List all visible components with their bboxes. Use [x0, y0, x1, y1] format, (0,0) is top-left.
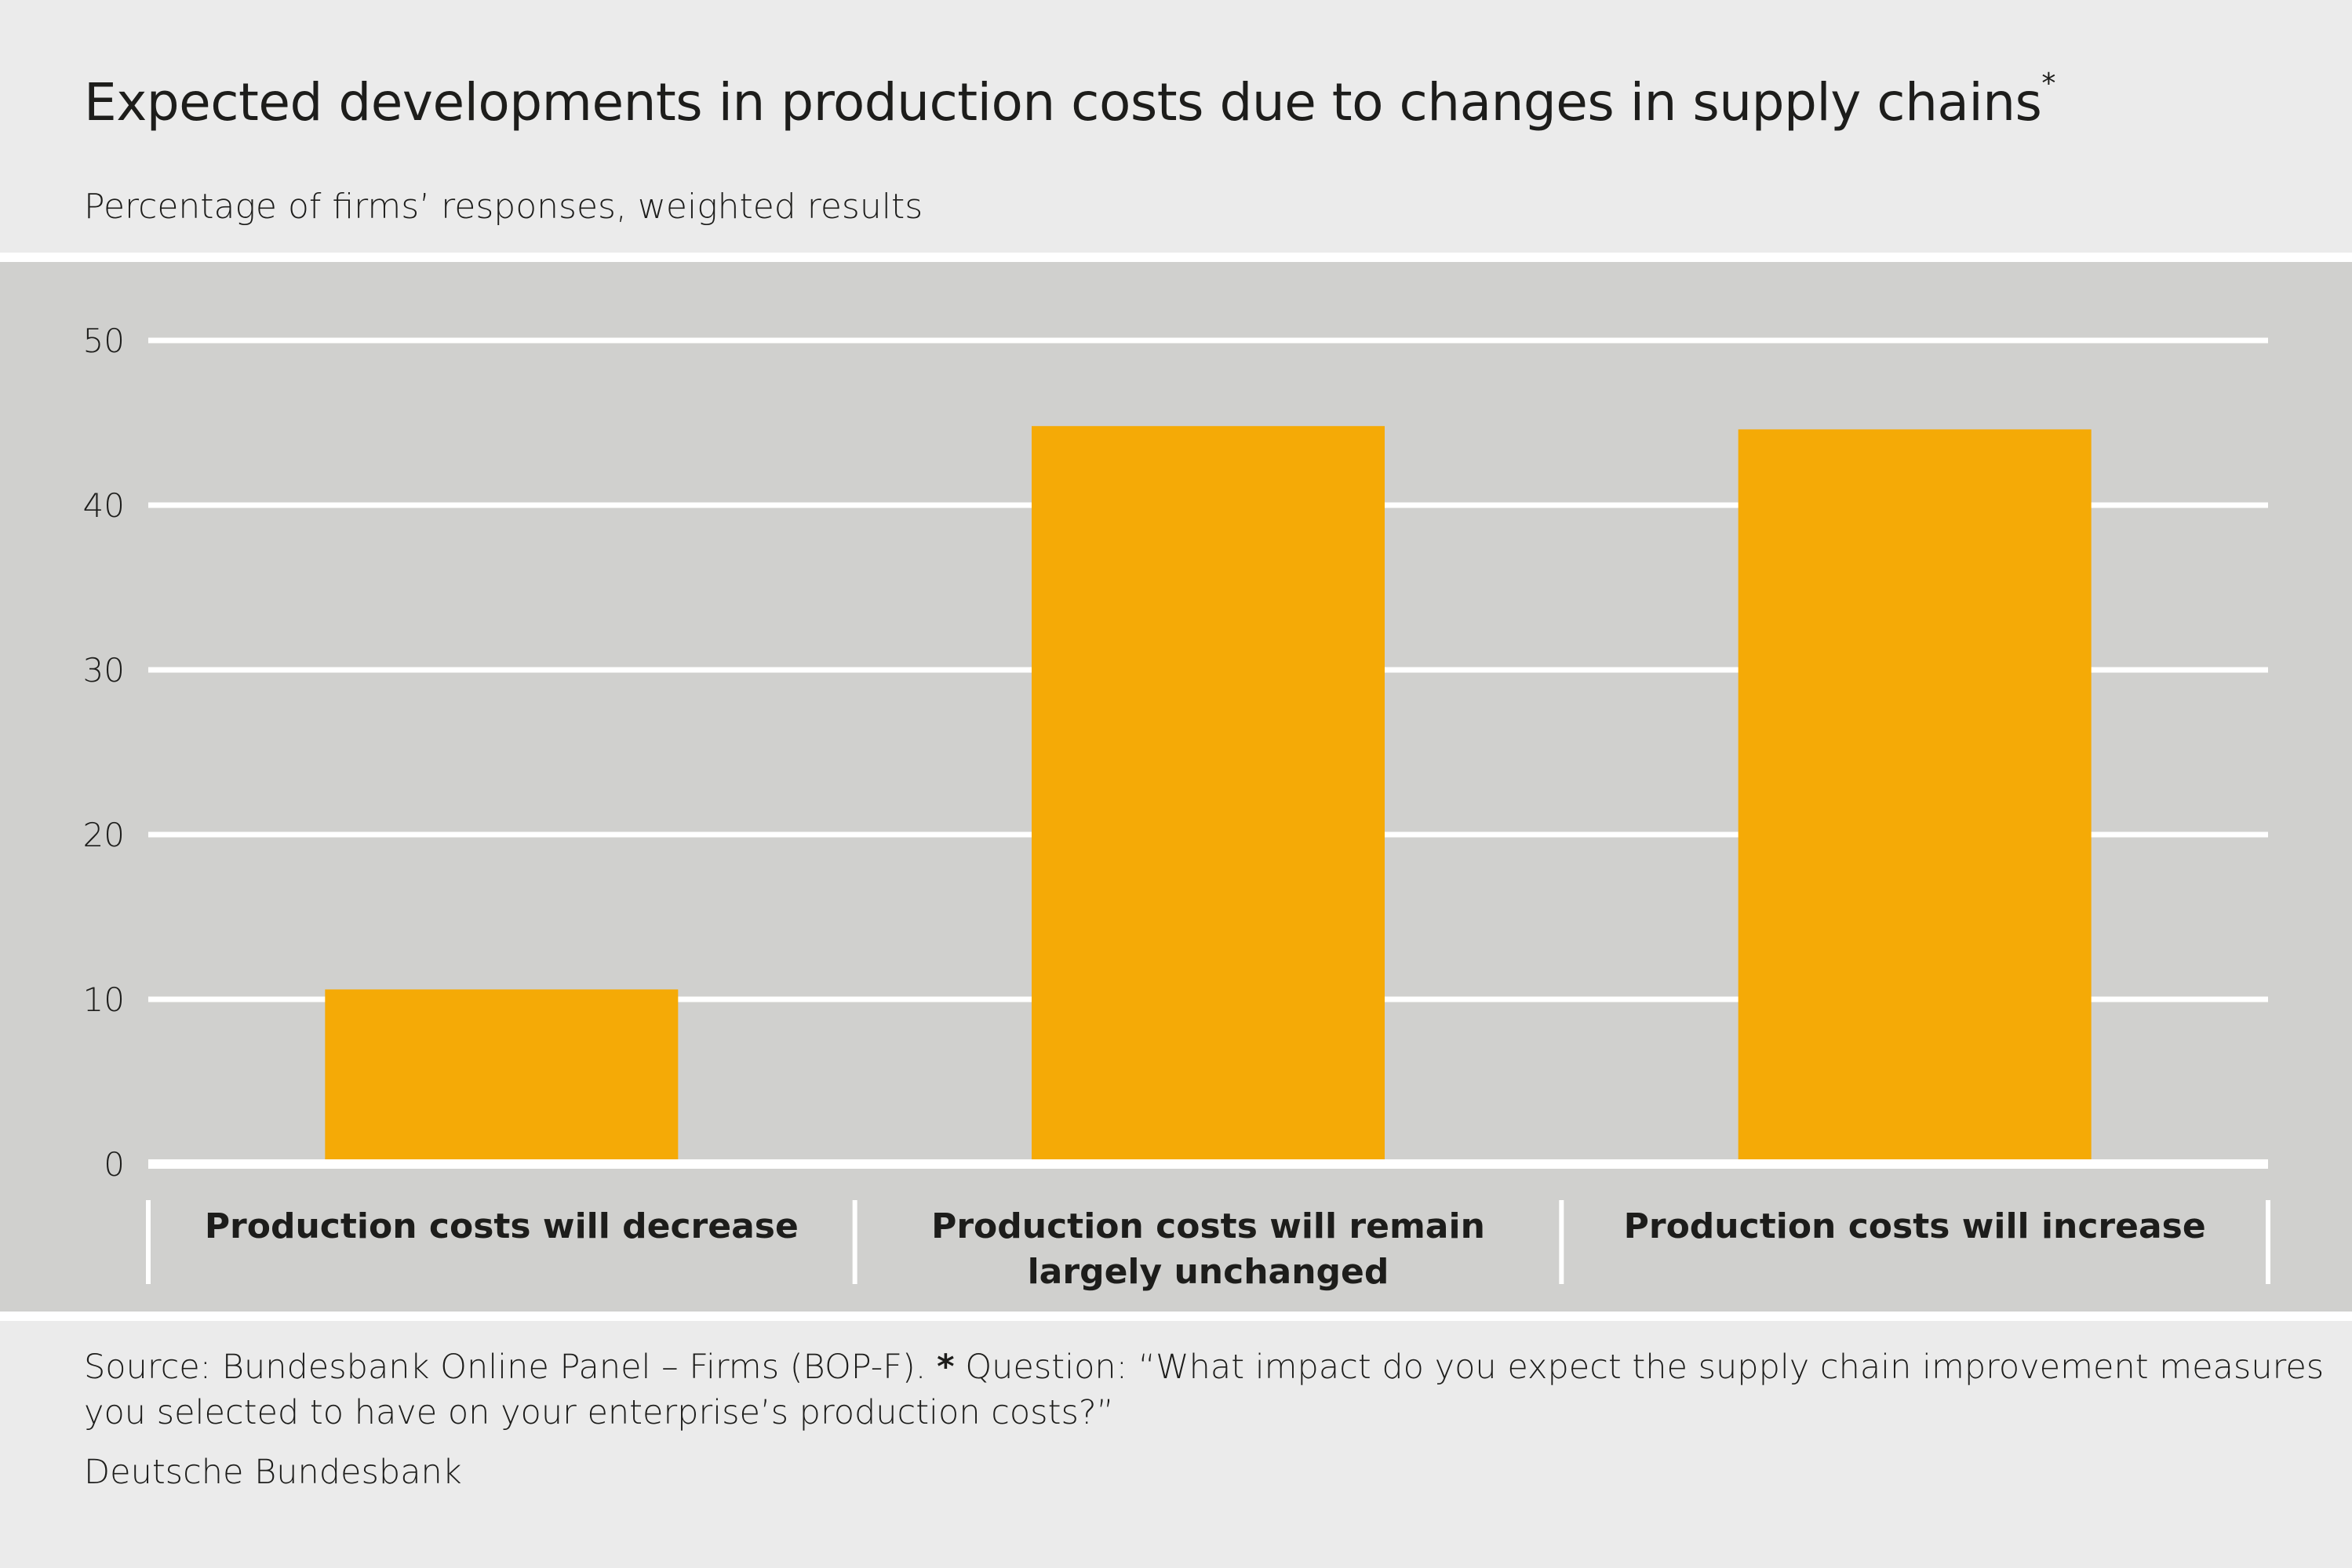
source-line-1: Source: Bundesbank Online Panel – Firms …: [84, 1344, 2324, 1390]
y-tick-label: 50: [83, 322, 125, 360]
category-label: Production costs will remain: [931, 1206, 1485, 1246]
question-text-1: Question: “What impact do you expect the…: [965, 1348, 2325, 1387]
chart-title: Expected developments in production cost…: [84, 67, 2055, 133]
category-label: Production costs will decrease: [205, 1206, 799, 1246]
y-tick-label: 20: [83, 816, 125, 854]
title-footnote-marker: *: [2041, 67, 2055, 100]
source-text: Source: Bundesbank Online Panel – Firms …: [84, 1348, 927, 1387]
bar: [1738, 429, 2092, 1159]
chart-subtitle: Percentage of firms’ responses, weighted…: [84, 187, 923, 227]
y-tick-label: 40: [83, 486, 125, 525]
bottom-divider: [0, 1312, 2352, 1321]
category-label: largely unchanged: [1028, 1252, 1389, 1292]
y-tick-label: 10: [83, 980, 125, 1019]
publisher: Deutsche Bundesbank: [84, 1453, 462, 1492]
y-tick-label: 0: [104, 1145, 125, 1184]
question-marker: *: [937, 1348, 955, 1387]
question-text-2: you selected to have on your enterprise’…: [84, 1393, 1114, 1432]
top-divider: [0, 253, 2352, 262]
category-label: Production costs will increase: [1624, 1206, 2206, 1246]
bar: [325, 989, 679, 1159]
chart-title-text: Expected developments in production cost…: [84, 72, 2042, 133]
y-tick-label: 30: [83, 651, 125, 689]
bar: [1032, 426, 1385, 1159]
source-note: Source: Bundesbank Online Panel – Firms …: [84, 1344, 2324, 1435]
